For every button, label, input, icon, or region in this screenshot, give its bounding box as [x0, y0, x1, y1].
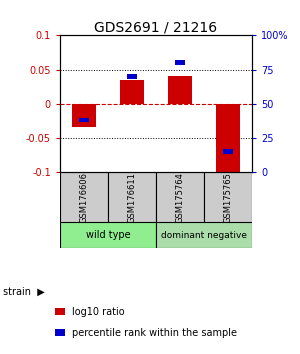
Bar [168, 76, 192, 104]
Bar [108, 172, 156, 222]
Bar [55, 308, 65, 315]
Bar [55, 329, 65, 336]
Text: log10 ratio: log10 ratio [72, 307, 124, 316]
Bar [175, 60, 185, 65]
Bar [156, 172, 204, 222]
Text: dominant negative: dominant negative [161, 231, 247, 240]
Bar [120, 80, 144, 104]
Bar [216, 104, 240, 175]
Bar [79, 118, 89, 122]
Bar [60, 222, 156, 248]
Bar [72, 104, 96, 127]
Text: GSM176611: GSM176611 [128, 172, 136, 223]
Bar [223, 149, 233, 154]
Text: GSM175765: GSM175765 [224, 172, 232, 223]
Bar [156, 222, 252, 248]
Text: percentile rank within the sample: percentile rank within the sample [72, 328, 237, 338]
Text: wild type: wild type [86, 230, 130, 240]
Bar [60, 172, 108, 222]
Bar [204, 172, 252, 222]
Title: GDS2691 / 21216: GDS2691 / 21216 [94, 20, 218, 34]
Bar [127, 74, 137, 79]
Text: strain  ▶: strain ▶ [3, 287, 45, 297]
Text: GSM176606: GSM176606 [80, 172, 88, 223]
Text: GSM175764: GSM175764 [176, 172, 184, 223]
